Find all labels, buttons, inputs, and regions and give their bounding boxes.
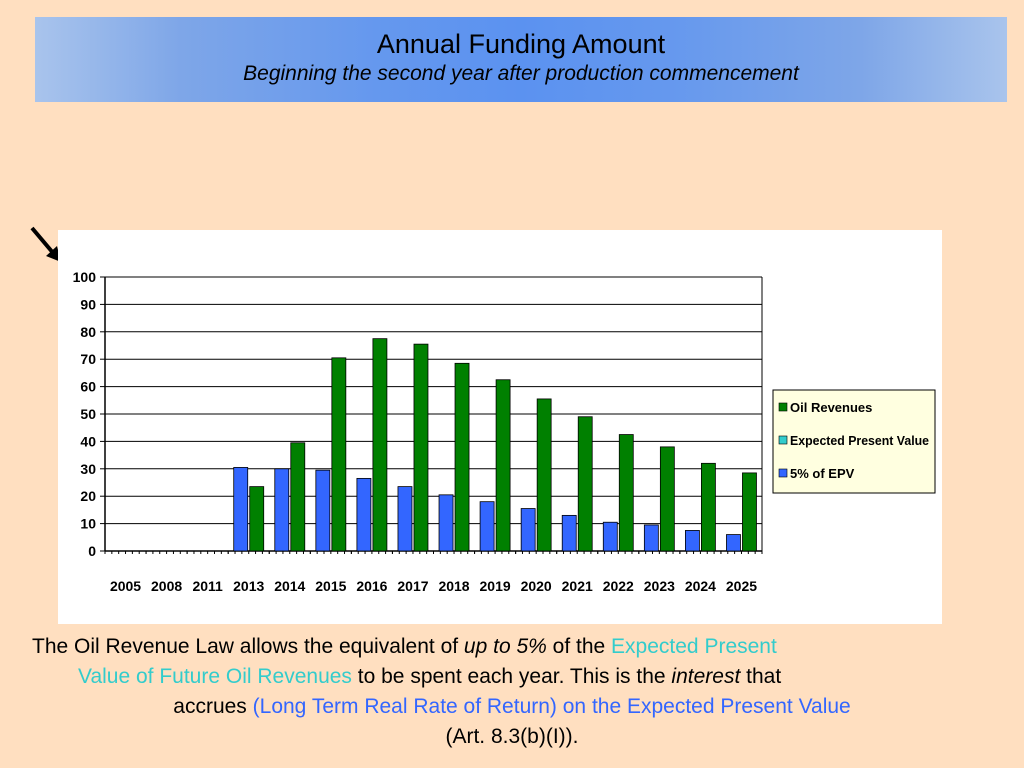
y-tick-label: 70 bbox=[80, 351, 96, 367]
caption-teal-run: Expected Present bbox=[611, 635, 777, 658]
caption-line-3: accrues (Long Term Real Rate of Return) … bbox=[20, 692, 1004, 722]
bar-5pct-epv bbox=[356, 477, 372, 552]
y-tick-label: 90 bbox=[80, 296, 96, 312]
x-tick-label: 2018 bbox=[438, 578, 469, 594]
y-tick-label: 50 bbox=[80, 406, 96, 422]
x-tick-label: 2015 bbox=[315, 578, 346, 594]
bar-oil-revenues bbox=[495, 379, 511, 552]
caption-text-run: of the bbox=[546, 635, 612, 658]
bar-5pct-epv bbox=[397, 486, 413, 552]
bar-oil-revenues bbox=[249, 486, 265, 552]
caption-italic-run: interest bbox=[671, 665, 741, 688]
bar-oil-revenues bbox=[372, 338, 388, 552]
bar-oil-revenues bbox=[659, 446, 675, 552]
bar-5pct-epv bbox=[685, 530, 700, 552]
caption-blue-run: (Long Term Real Rate of Return) on the E… bbox=[252, 695, 851, 718]
y-tick-label: 10 bbox=[80, 516, 96, 532]
bar-oil-revenues bbox=[290, 442, 306, 552]
y-tick-label: 0 bbox=[88, 543, 96, 559]
bar-oil-revenues bbox=[701, 462, 716, 552]
y-tick-label: 80 bbox=[80, 324, 96, 340]
x-tick-label: 2013 bbox=[233, 578, 264, 594]
x-tick-label: 2019 bbox=[480, 578, 511, 594]
slide-title: Annual Funding Amount bbox=[376, 29, 666, 59]
x-tick-label: 2017 bbox=[397, 578, 428, 594]
caption-italic-run: up to 5% bbox=[463, 635, 547, 658]
bar-5pct-epv bbox=[438, 494, 454, 552]
x-tick-label: 2024 bbox=[685, 578, 716, 594]
caption-text-run: that bbox=[740, 665, 782, 688]
bar-5pct-epv bbox=[233, 467, 249, 552]
x-tick-label: 2025 bbox=[726, 578, 757, 594]
slide-subtitle: Beginning the second year after producti… bbox=[243, 62, 799, 85]
legend-label: 5% of EPV bbox=[790, 466, 855, 481]
caption-line-4: (Art. 8.3(b)(I)). bbox=[445, 725, 579, 748]
x-tick-label: 2016 bbox=[356, 578, 387, 594]
x-tick-label: 2008 bbox=[151, 578, 182, 594]
bar-5pct-epv bbox=[561, 514, 577, 552]
y-tick-label: 60 bbox=[80, 379, 96, 395]
legend-label: Expected Present Value bbox=[790, 433, 929, 448]
caption-line-1: The Oil Revenue Law allows the equivalen… bbox=[20, 632, 1004, 662]
bar-5pct-epv bbox=[602, 521, 618, 552]
legend-swatch bbox=[778, 468, 788, 478]
bar-oil-revenues bbox=[618, 434, 634, 552]
x-tick-label: 2005 bbox=[110, 578, 141, 594]
x-tick-label: 2014 bbox=[274, 578, 305, 594]
bar-5pct-epv bbox=[315, 469, 331, 552]
x-tick-label: 2022 bbox=[603, 578, 634, 594]
funding-bar-chart: 0 10 20 30 40 50 60 70 80 90 100 2005 2008 2011 2013 20… bbox=[73, 269, 936, 594]
caption-teal-run: Value of Future Oil Revenues bbox=[78, 665, 352, 688]
legend-swatch bbox=[778, 402, 788, 412]
x-tick-label: 2020 bbox=[521, 578, 552, 594]
y-tick-label: 40 bbox=[80, 433, 96, 449]
caption-text: The Oil Revenue Law allows the equivalen… bbox=[20, 632, 1004, 752]
bar-5pct-epv bbox=[274, 468, 290, 552]
legend-label: Oil Revenues bbox=[790, 400, 872, 415]
y-tick-label: 20 bbox=[80, 488, 96, 504]
bar-oil-revenues bbox=[413, 343, 429, 552]
caption-line-2: Value of Future Oil Revenues to be spent… bbox=[20, 662, 1004, 692]
bar-oil-revenues bbox=[577, 416, 593, 552]
x-tick-label: 2011 bbox=[192, 578, 223, 594]
caption-text-run: accrues bbox=[173, 695, 253, 718]
x-tick-label: 2021 bbox=[562, 578, 593, 594]
y-tick-label: 30 bbox=[80, 461, 96, 477]
bar-5pct-epv bbox=[726, 534, 741, 552]
bar-5pct-epv bbox=[479, 501, 495, 552]
x-tick-label: 2023 bbox=[644, 578, 675, 594]
legend-box bbox=[772, 389, 936, 494]
bar-oil-revenues bbox=[536, 398, 552, 552]
bar-oil-revenues bbox=[454, 362, 470, 552]
y-tick-label: 100 bbox=[73, 269, 97, 285]
bar-oil-revenues bbox=[742, 472, 757, 552]
bar-5pct-epv bbox=[643, 524, 659, 552]
legend-swatch bbox=[778, 435, 788, 445]
bar-oil-revenues bbox=[331, 357, 347, 552]
caption-text-run: to be spent each year. This is the bbox=[351, 665, 672, 688]
chart-area: 0 10 20 30 40 50 60 70 80 90 100 2005 2008 2011 2013 20… bbox=[58, 230, 942, 624]
title-banner: Annual Funding Amount Beginning the seco… bbox=[35, 17, 1007, 102]
caption-text-run: The Oil Revenue Law allows the equivalen… bbox=[32, 635, 464, 658]
bar-5pct-epv bbox=[520, 508, 536, 552]
arrow-down-right-icon bbox=[30, 226, 61, 262]
